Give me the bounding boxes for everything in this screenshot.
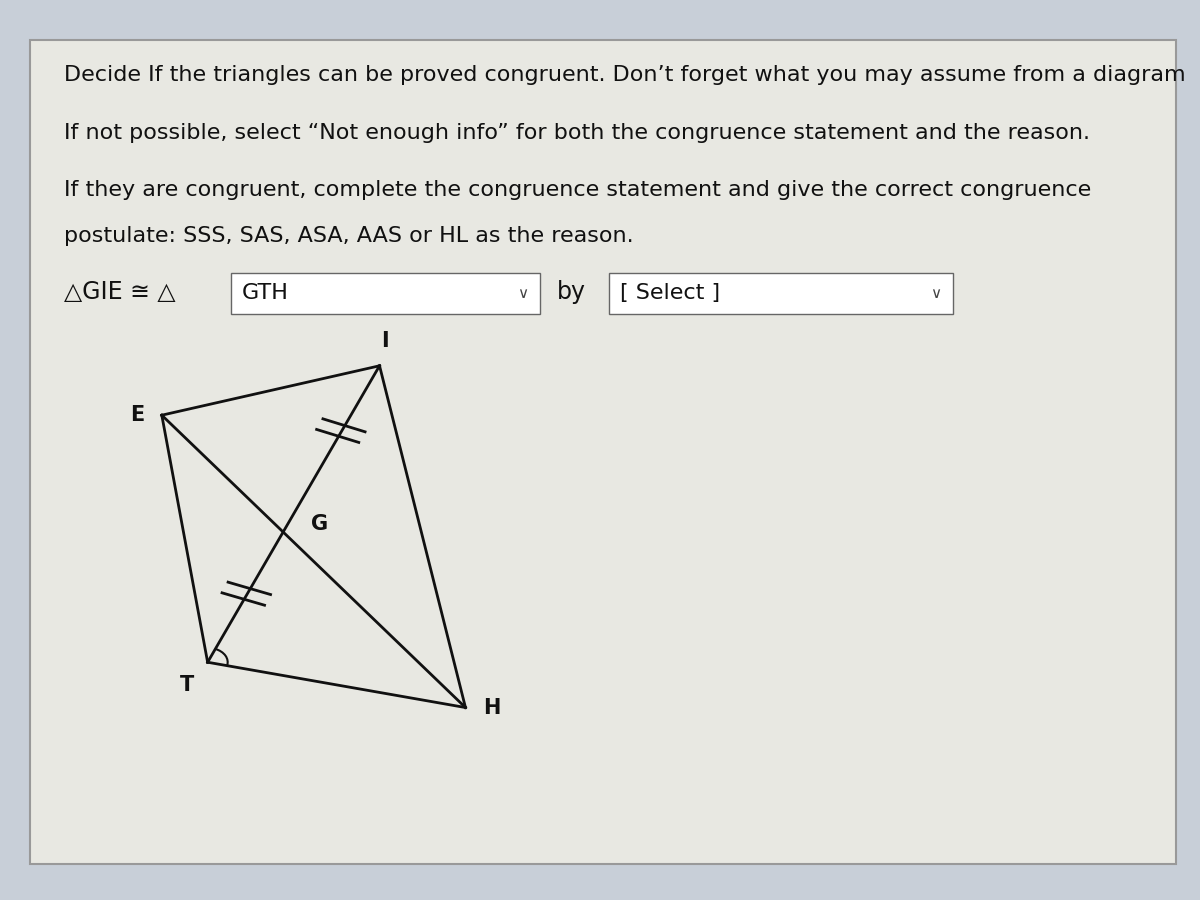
Text: postulate: SSS, SAS, ASA, AAS or HL as the reason.: postulate: SSS, SAS, ASA, AAS or HL as t… [65,226,634,246]
Text: E: E [131,405,145,425]
Text: [ Select ]: [ Select ] [620,284,720,303]
Text: △GIE ≅ △: △GIE ≅ △ [65,280,176,303]
Text: T: T [180,675,194,695]
Text: H: H [482,698,500,717]
FancyBboxPatch shape [608,273,953,314]
Text: ∨: ∨ [930,286,941,301]
Text: If not possible, select “Not enough info” for both the congruence statement and : If not possible, select “Not enough info… [65,122,1091,143]
Text: by: by [557,280,586,303]
FancyBboxPatch shape [230,273,540,314]
Text: Decide If the triangles can be proved congruent. Don’t forget what you may assum: Decide If the triangles can be proved co… [65,65,1186,86]
Text: G: G [311,514,328,534]
Text: If they are congruent, complete the congruence statement and give the correct co: If they are congruent, complete the cong… [65,181,1092,201]
Text: I: I [382,331,389,351]
Text: GTH: GTH [242,284,289,303]
Text: ∨: ∨ [517,286,528,301]
